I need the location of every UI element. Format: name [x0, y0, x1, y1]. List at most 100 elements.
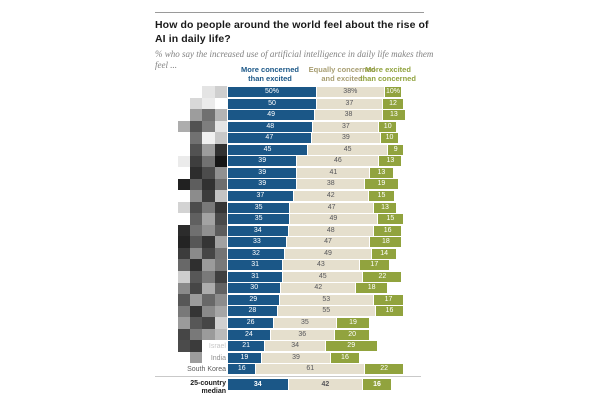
redacted-country-name: [178, 167, 227, 179]
bar-more-excited-value: 19: [349, 319, 357, 326]
bar-more-excited: 17: [359, 260, 389, 271]
country-row: 39 38 19: [0, 178, 600, 191]
bar-more-excited-value: 10: [383, 122, 392, 130]
redacted-country-name: [178, 340, 227, 352]
country-bars: 31 43 17: [228, 260, 390, 271]
bar-equally-concerned-value: 39: [341, 134, 350, 142]
bar-more-concerned-value: 50%: [264, 88, 279, 95]
country-bars: 33 47 18: [228, 237, 402, 248]
bar-more-concerned-value: 33: [252, 238, 261, 246]
bar-more-excited: 15: [377, 214, 404, 225]
bar-equally-concerned: 45: [308, 144, 388, 155]
bar-more-concerned-value: 50: [268, 99, 276, 107]
country-label: [120, 145, 226, 155]
bar-more-excited-value: 13: [377, 168, 386, 176]
country-row: 37 42 15: [0, 190, 600, 203]
bar-more-excited-value: 18: [367, 284, 376, 292]
bar-more-concerned-value: 24: [244, 330, 253, 338]
bar-more-concerned: 29: [228, 294, 279, 305]
country-row: 39 46 13: [0, 155, 600, 168]
bar-equally-concerned: 47: [286, 237, 370, 248]
median-row: 25-country median 34 42 16: [0, 378, 600, 399]
country-bars: 47 39 10: [228, 133, 399, 144]
country-bars: 39 46 13: [228, 156, 402, 167]
bar-more-excited: 10%: [384, 87, 402, 97]
country-label: [120, 272, 226, 282]
country-bars: 30 42 18: [228, 283, 388, 294]
redacted-country-name: [178, 271, 227, 283]
bar-more-concerned-value: 31: [251, 272, 259, 280]
country-bars: 34 48 16: [228, 225, 402, 236]
bar-equally-concerned-value: 38%: [343, 88, 358, 95]
bar-more-excited-value: 15: [386, 215, 395, 223]
bar-equally-concerned: 61: [256, 364, 365, 375]
country-bars: 16 61 22: [228, 364, 404, 375]
bar-more-concerned: 16: [228, 364, 256, 375]
country-bars: 37 42 15: [228, 190, 395, 201]
bar-equally-concerned: 46: [297, 156, 379, 167]
legend-more-excited-line1: More excited: [365, 65, 411, 74]
country-row: Israel 21 34 29: [0, 340, 600, 353]
bar-more-concerned: 28: [228, 306, 277, 317]
bar-more-concerned-value: 28: [248, 307, 257, 315]
bar-more-concerned: 21: [228, 341, 265, 352]
bar-more-concerned: 34: [228, 225, 288, 236]
bar-equally-concerned-value: 49: [324, 249, 332, 257]
bar-more-concerned: 37: [228, 190, 293, 201]
bar-more-excited: 22: [365, 364, 404, 375]
country-bars: 28 55 16: [228, 306, 404, 317]
bar-more-concerned-value: 48: [266, 122, 275, 130]
country-label: [120, 110, 226, 120]
country-bars: 26 35 19: [228, 318, 370, 328]
bar-more-concerned: 32: [228, 248, 284, 259]
country-label: [120, 99, 226, 109]
median-bar-more-concerned: 34: [228, 378, 288, 390]
redacted-country-name: [178, 190, 227, 202]
country-bars: 45 45 9: [228, 144, 404, 155]
country-row: 31 43 17: [0, 259, 600, 272]
redacted-country-name: [178, 305, 227, 318]
country-row: 34 48 16: [0, 224, 600, 238]
country-label: [120, 318, 226, 328]
redacted-country-name: [178, 213, 227, 225]
bar-equally-concerned: 38: [315, 110, 382, 121]
bar-more-excited-value: 13: [381, 203, 389, 211]
legend-more-excited-line2: than concerned: [360, 74, 416, 83]
bar-equally-concerned-value: 38: [344, 111, 353, 119]
country-label: [120, 168, 226, 178]
chart-title-line1: How do people around the world feel abou…: [155, 19, 429, 31]
median-label-line1: 25-country: [190, 379, 226, 387]
bar-more-concerned-value: 35: [254, 215, 263, 223]
chart-subtitle-line1: % who say the increased use of artificia…: [155, 49, 434, 59]
bar-more-excited: 29: [325, 341, 377, 352]
bar-more-excited: 10: [379, 121, 397, 132]
redacted-country-name: [178, 224, 227, 237]
legend-equally-concerned: Equally concerned and excited: [300, 65, 384, 83]
bar-more-excited: 15: [368, 190, 395, 201]
bar-more-excited: 17: [373, 294, 404, 305]
country-bars: 35 49 15: [228, 214, 404, 225]
bar-more-excited: 14: [372, 248, 397, 259]
bar-equally-concerned: 35: [274, 318, 336, 328]
bar-more-concerned-value: 19: [240, 353, 249, 361]
country-row: 24 36 20: [0, 328, 600, 342]
bar-more-concerned-value: 45: [263, 145, 272, 153]
bar-equally-concerned-value: 38: [326, 180, 335, 188]
bar-equally-concerned: 55: [277, 306, 375, 317]
legend-equally-concerned-line1: Equally concerned: [308, 65, 376, 74]
country-row: 35 49 15: [0, 213, 600, 226]
bar-more-excited: 13: [379, 156, 402, 167]
country-row: 32 49 14: [0, 247, 600, 261]
country-row: 45 45 9: [0, 143, 600, 157]
bar-more-concerned: 45: [228, 144, 308, 155]
bar-more-excited-value: 16: [341, 353, 349, 361]
country-row: 28 55 16: [0, 305, 600, 318]
bar-more-concerned-value: 30: [250, 284, 259, 292]
bar-more-concerned-value: 32: [252, 249, 260, 257]
bar-more-concerned: 19: [228, 352, 261, 363]
bar-more-excited-value: 16: [383, 226, 392, 234]
bar-more-concerned-value: 49: [267, 111, 275, 119]
bar-more-concerned-value: 39: [258, 157, 267, 165]
country-bars: 39 38 19: [228, 179, 399, 190]
country-bars: 32 49 14: [228, 248, 397, 259]
